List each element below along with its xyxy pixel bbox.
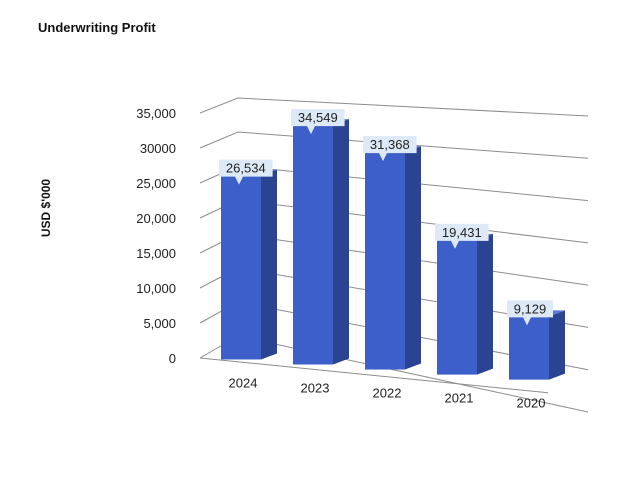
data-label: 26,534 — [226, 161, 266, 176]
x-axis-ticks: 2024 2023 2022 2021 2020 — [229, 375, 546, 410]
data-label-callout — [363, 136, 417, 162]
y-tick-label: 10,000 — [136, 281, 176, 296]
chart-title: Underwriting Profit — [38, 20, 156, 35]
y-tick-label: 15,000 — [136, 246, 176, 261]
y-tick-label: 5,000 — [143, 316, 176, 331]
bar-side — [549, 310, 565, 380]
x-tick-label: 2023 — [301, 381, 330, 396]
data-label-callout — [219, 159, 273, 185]
y-tick-label: 20,000 — [136, 211, 176, 226]
data-label: 34,549 — [298, 110, 338, 125]
y-tick-label: 0 — [169, 351, 176, 366]
bar-front — [365, 152, 405, 370]
bar-side — [261, 169, 277, 360]
data-label-callout — [291, 109, 345, 135]
bar-front — [293, 125, 333, 365]
data-label-callout — [507, 300, 553, 326]
data-label: 19,431 — [442, 225, 482, 240]
x-tick-label: 2020 — [517, 396, 546, 411]
y-tick-label: 35,000 — [136, 106, 176, 121]
bar-side — [477, 233, 493, 375]
data-label: 31,368 — [370, 137, 410, 152]
data-label-callout — [435, 223, 489, 249]
y-tick-label: 25,000 — [136, 176, 176, 191]
bar-front — [509, 316, 549, 380]
x-tick-label: 2022 — [373, 386, 402, 401]
y-tick-label: 30000 — [140, 141, 176, 156]
data-label: 9,129 — [514, 301, 547, 316]
y-axis-ticks: 0 5,000 10,000 15,000 20,000 25,000 30000 35,00… — [136, 106, 176, 366]
gridline — [199, 97, 589, 117]
bar-front — [221, 175, 261, 360]
bar-side — [405, 146, 421, 370]
bars — [221, 119, 565, 380]
x-tick-label: 2024 — [229, 375, 258, 390]
data-labels: 26,534 34,549 31,368 19,431 9,129 — [219, 109, 553, 326]
x-tick-label: 2021 — [445, 391, 474, 406]
bar-front — [437, 239, 477, 375]
floor-edge — [199, 357, 549, 394]
gridline — [199, 131, 589, 159]
bar-side — [333, 119, 349, 365]
